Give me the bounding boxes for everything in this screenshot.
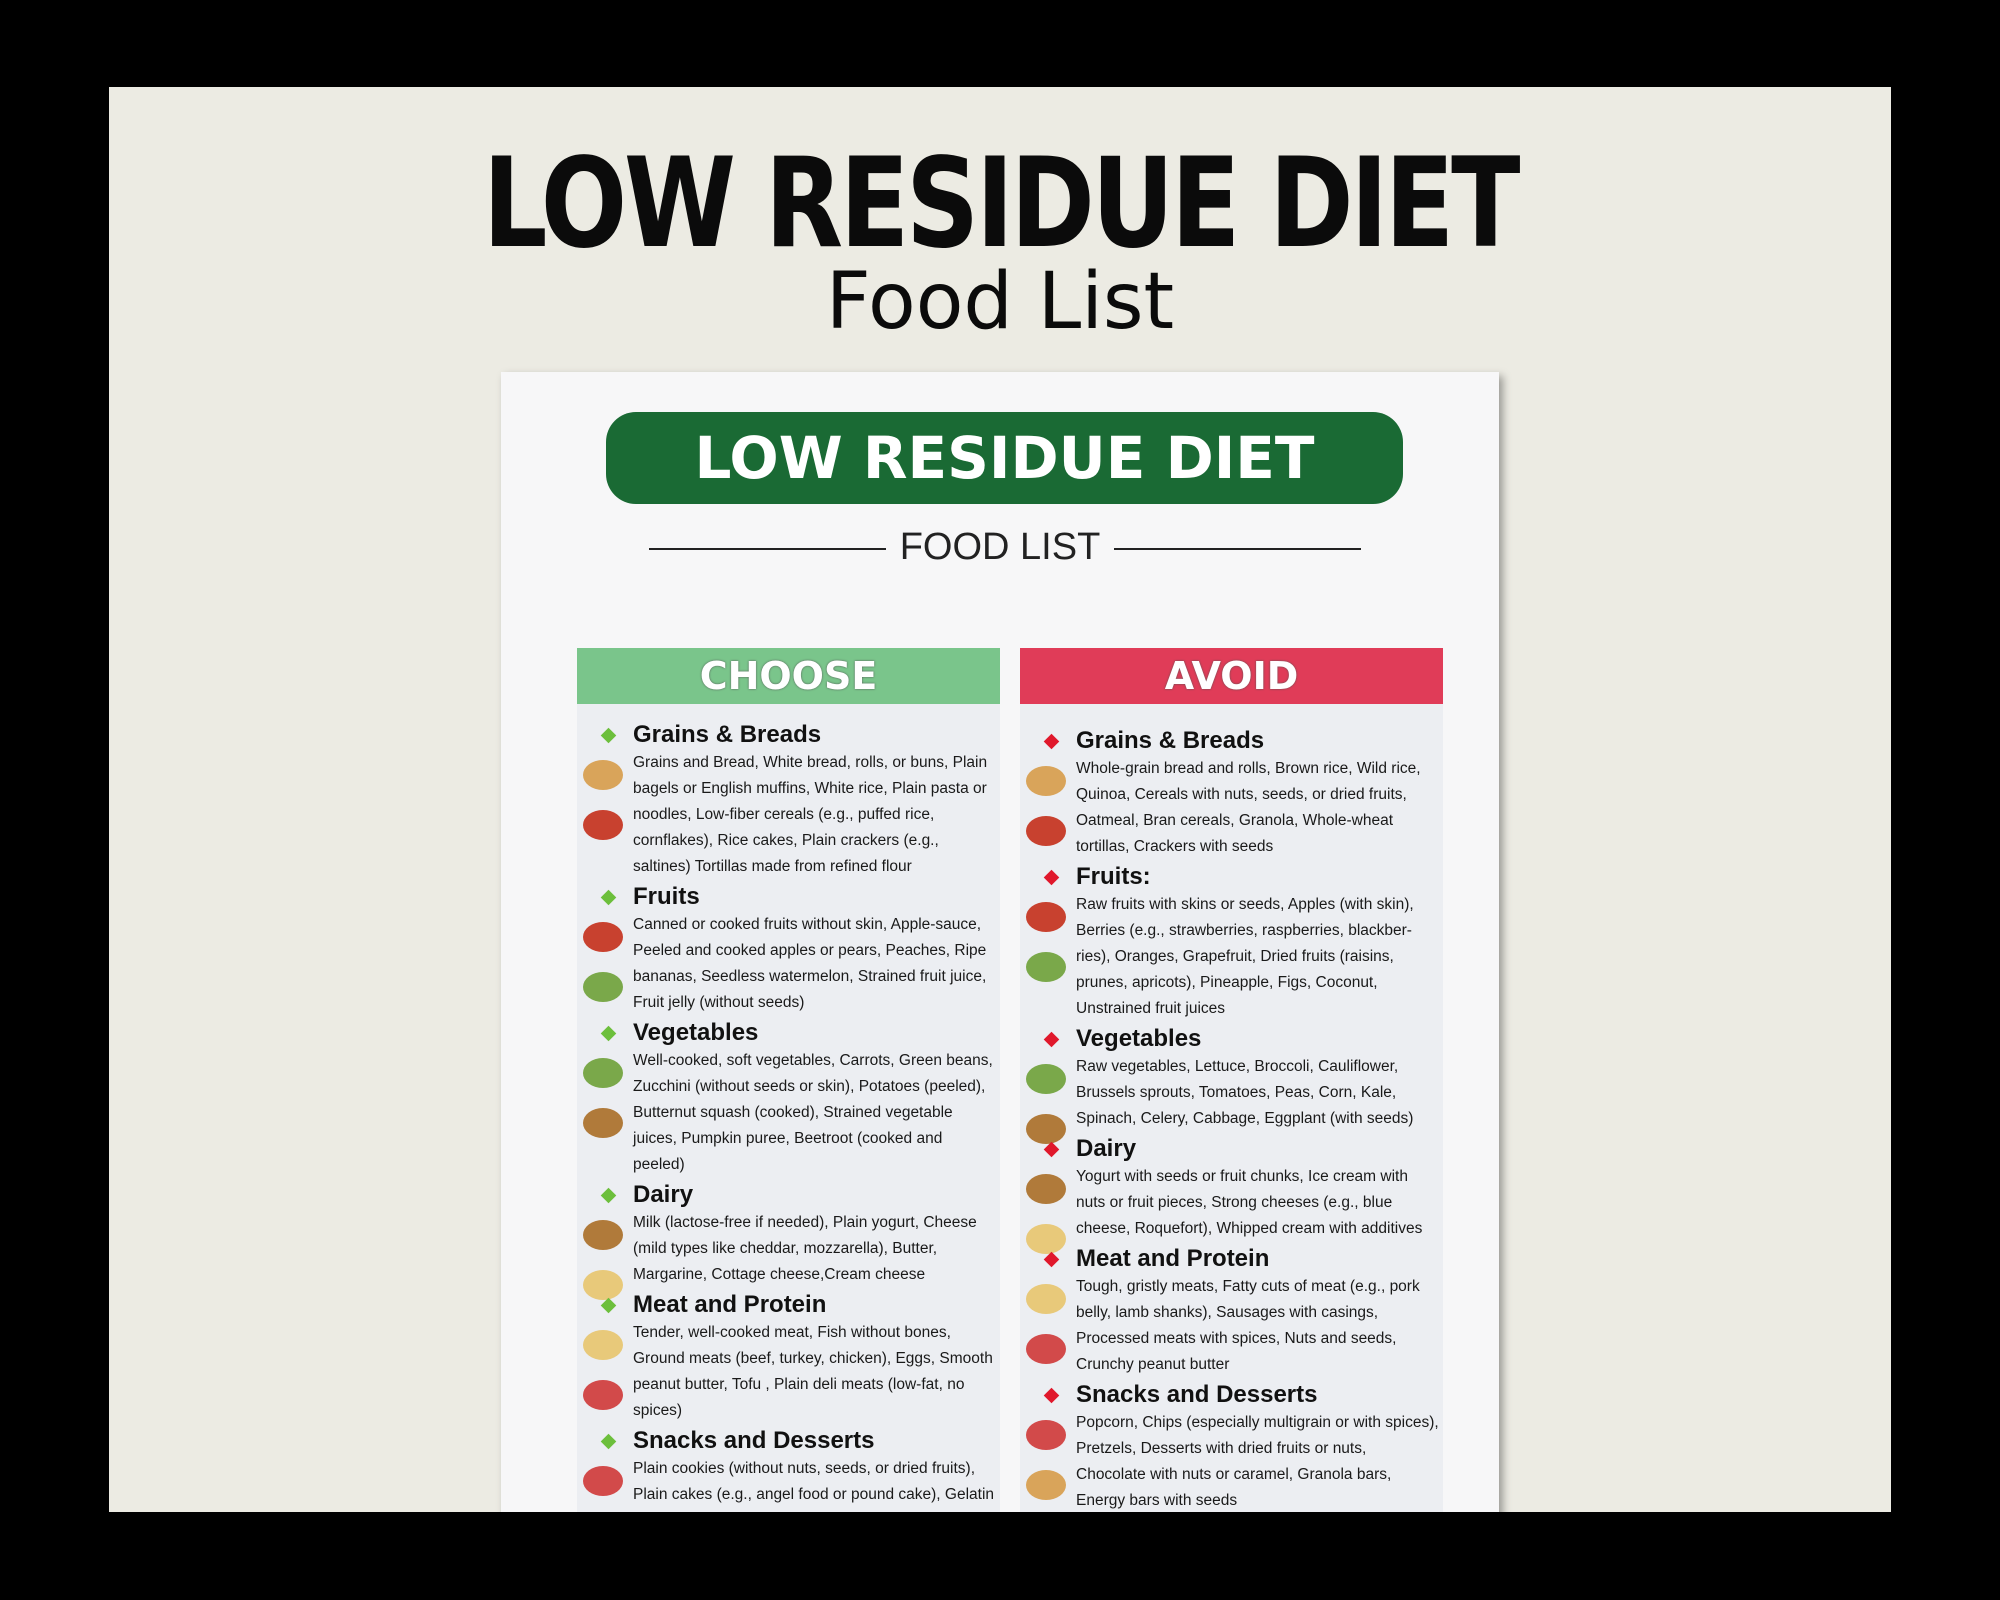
cheese-icon [583,1270,623,1300]
main-title: LOW RESIDUE DIET [482,132,1521,276]
egg-basket-icon [583,1380,623,1410]
tomato-juice-icon [583,1108,623,1138]
tomatoes-icon [1026,1114,1066,1144]
background-paper: LOW RESIDUE DIET Food List LOW RESIDUE D… [109,87,1891,1512]
banana-icon [583,922,623,952]
choose-header: CHOOSE [577,648,1000,704]
section-title: Fruits [633,882,996,912]
section-text: Grains and Bread, White bread, rolls, or… [633,754,988,875]
main-subtitle: Food List [825,257,1175,347]
section-text: Tender, well-cooked meat, Fish without b… [633,1324,993,1419]
section-text: Raw fruits with skins or seeds, Apples (… [1076,896,1414,1017]
ice-cream-icon [1026,1174,1066,1204]
trifle-icon [1026,1470,1066,1500]
food-list-card: LOW RESIDUE DIET FOOD LIST CHOOSE Grains… [501,372,1499,1512]
choose-section: Fruits Canned or cooked fruits without sk… [583,882,996,1016]
section-title: Grains & Breads [1076,726,1439,756]
section-text: Canned or cooked fruits without skin, Ap… [633,916,987,1011]
meat-platter-icon [1026,1284,1066,1314]
choose-section: Vegetables Well-cooked, soft vegetables, … [583,1018,996,1178]
watermelon-icon [583,972,623,1002]
cereal-bowl-icon [583,810,623,840]
bread-icon [583,760,623,790]
banner-title: LOW RESIDUE DIET [606,412,1403,504]
avoid-section: Dairy Yogurt with seeds or fruit chunks, … [1026,1134,1439,1254]
section-title: Fruits: [1076,862,1439,892]
section-text: Milk (lactose-free if needed), Plain yog… [633,1214,977,1283]
choose-section: Meat and Protein Tender, well-cooked meat… [583,1290,996,1424]
avoid-header: AVOID [1020,648,1443,704]
section-text: Well-cooked, soft vegetables, Carrots, G… [633,1052,993,1173]
section-title: Vegetables [1076,1024,1439,1054]
roast-chicken-icon [583,1330,623,1360]
avoid-section: Vegetables Raw vegetables, Lettuce, Brocc… [1026,1024,1439,1144]
popcorn-icon [1026,1420,1066,1450]
rice-bowl-icon [1026,816,1066,846]
raspberries-icon [1026,902,1066,932]
section-title: Vegetables [633,1018,996,1048]
section-title: Dairy [1076,1134,1439,1164]
nuts-icon [1026,1334,1066,1364]
section-text: Whole-grain bread and rolls, Brown rice,… [1076,760,1421,855]
section-title: Meat and Protein [633,1290,996,1320]
avoid-section: Fruits: Raw fruits with skins or seeds, A… [1026,862,1439,1022]
avoid-section: Snacks and Desserts Popcorn, Chips (espec… [1026,1380,1439,1512]
avoid-section: Grains & Breads Whole-grain bread and rol… [1026,726,1439,860]
section-text: Popcorn, Chips (especially multigrain or… [1076,1414,1439,1509]
section-text: Raw vegetables, Lettuce, Broccoli, Cauli… [1076,1058,1414,1127]
section-title: Dairy [633,1180,996,1210]
coconut-icon [1026,952,1066,982]
yogurt-bowl-icon [583,1220,623,1250]
section-title: Grains & Breads [633,720,996,750]
lettuce-icon [1026,1064,1066,1094]
cookies-icon [583,1466,623,1496]
choose-section: Grains & Breads Grains and Bread, White b… [583,720,996,880]
section-title: Snacks and Desserts [1076,1380,1439,1410]
section-title: Meat and Protein [1076,1244,1439,1274]
food-list-label: FOOD LIST [501,522,1499,572]
whole-grain-bread-icon [1026,766,1066,796]
vegetables-icon [583,1058,623,1088]
avoid-column: AVOID Grains & Breads Whole-grain bread a… [1020,648,1443,1512]
whipped-cream-icon [1026,1224,1066,1254]
section-title: Snacks and Desserts [633,1426,996,1456]
choose-section: Snacks and Desserts Plain cookies (withou… [583,1426,996,1512]
avoid-section: Meat and Protein Tough, gristly meats, Fa… [1026,1244,1439,1378]
choose-section: Dairy Milk (lactose-free if needed), Plai… [583,1180,996,1300]
section-text: Plain cookies (without nuts, seeds, or d… [633,1460,995,1503]
section-text: Yogurt with seeds or fruit chunks, Ice c… [1076,1168,1423,1237]
choose-column: CHOOSE Grains & Breads Grains and Bread, … [577,648,1000,1512]
section-text: Tough, gristly meats, Fatty cuts of meat… [1076,1278,1420,1373]
